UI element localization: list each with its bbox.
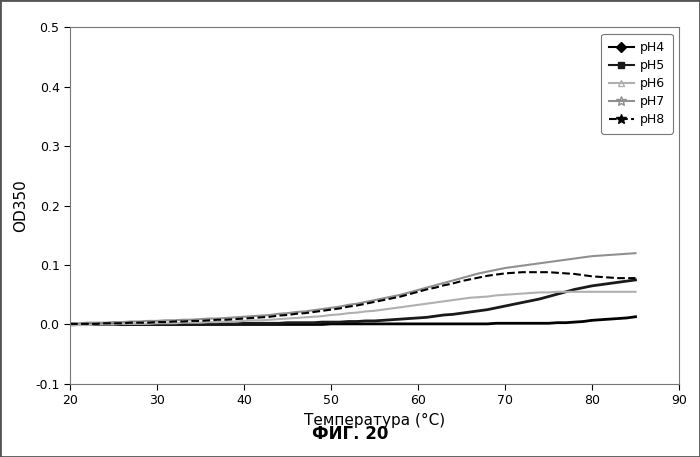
pH8: [631, 276, 640, 281]
pH5: [153, 322, 161, 327]
pH6: [109, 322, 118, 327]
pH6: [631, 289, 640, 294]
pH7: [153, 318, 161, 324]
pH5: [240, 320, 248, 326]
pH4: [153, 322, 161, 327]
pH7: [240, 314, 248, 319]
pH4: [205, 322, 214, 327]
pH7: [631, 250, 640, 256]
pH5: [588, 283, 596, 289]
pH7: [510, 264, 518, 270]
pH6: [510, 292, 518, 297]
Legend: pH4, pH5, pH6, pH7, pH8: pH4, pH5, pH6, pH7, pH8: [601, 34, 673, 133]
pH8: [240, 316, 248, 321]
pH7: [205, 316, 214, 321]
pH5: [66, 322, 74, 327]
pH7: [588, 253, 596, 259]
pH6: [553, 289, 561, 294]
pH8: [109, 320, 118, 326]
Y-axis label: OD350: OD350: [13, 179, 28, 232]
pH8: [518, 270, 526, 275]
pH6: [205, 319, 214, 325]
pH8: [66, 321, 74, 327]
pH8: [309, 309, 318, 315]
pH8: [596, 274, 605, 280]
pH4: [66, 322, 74, 327]
pH8: [205, 318, 214, 323]
pH5: [631, 277, 640, 282]
pH6: [240, 318, 248, 324]
pH6: [309, 314, 318, 319]
pH6: [596, 289, 605, 294]
Line: pH8: pH8: [70, 272, 636, 324]
pH4: [588, 318, 596, 323]
pH6: [66, 323, 74, 329]
pH7: [309, 308, 318, 313]
Text: ФИГ. 20: ФИГ. 20: [312, 425, 388, 443]
pH5: [309, 320, 318, 325]
Line: pH5: pH5: [70, 280, 636, 324]
pH8: [510, 270, 518, 276]
pH4: [510, 320, 518, 326]
pH4: [631, 314, 640, 319]
pH4: [309, 322, 318, 327]
X-axis label: Температура (°C): Температура (°C): [304, 413, 445, 428]
pH5: [510, 302, 518, 307]
pH5: [205, 321, 214, 327]
Line: pH7: pH7: [70, 253, 636, 323]
pH7: [66, 320, 74, 326]
Line: pH4: pH4: [70, 317, 636, 324]
Line: pH6: pH6: [70, 292, 636, 326]
pH4: [240, 322, 248, 327]
